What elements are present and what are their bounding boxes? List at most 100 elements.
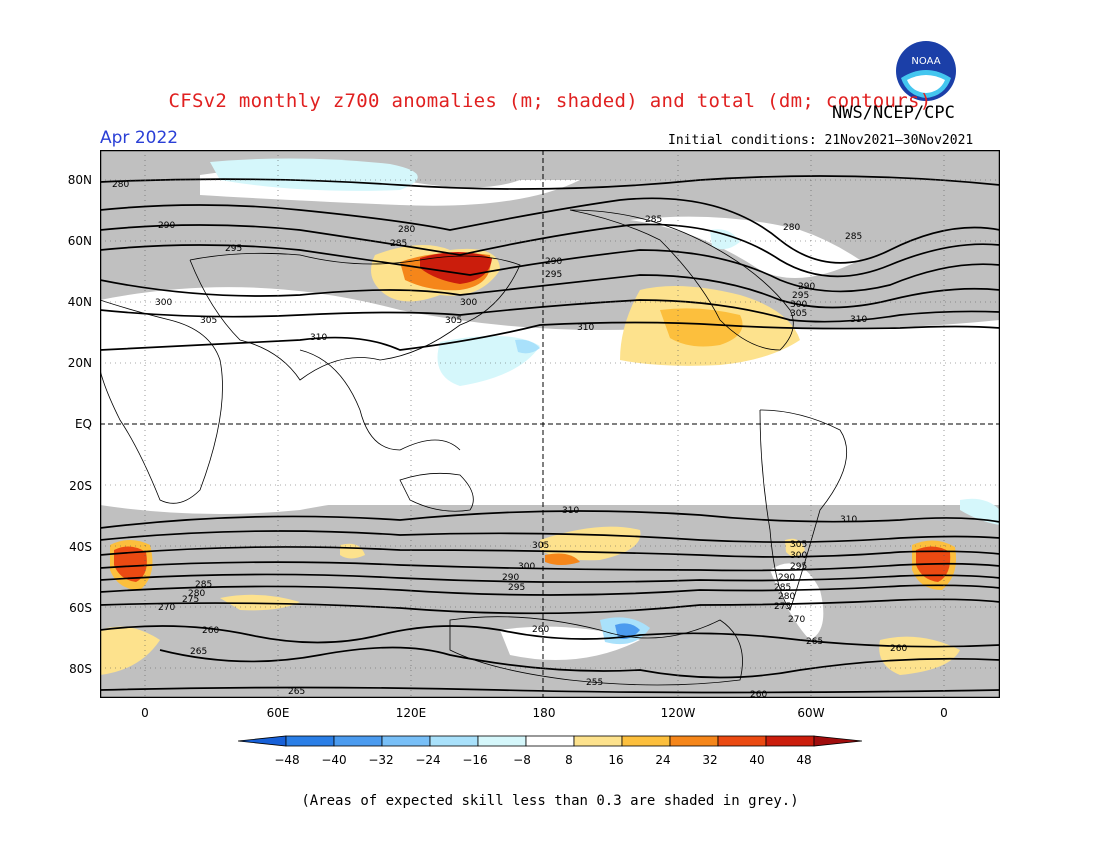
contour-label: 285 <box>390 239 407 249</box>
colorbar-bin <box>573 735 623 747</box>
colorbar-label: 48 <box>796 753 812 767</box>
contour-label: 260 <box>750 690 767 698</box>
contour-label: 260 <box>532 625 549 635</box>
graticule <box>100 150 1000 698</box>
contour-label: 300 <box>518 562 535 572</box>
contour-label: 280 <box>112 180 129 190</box>
contour-label: 280 <box>398 225 415 235</box>
contour-label: 285 <box>645 215 662 225</box>
lat-label: 60S <box>69 601 92 615</box>
contour-label: 310 <box>850 315 867 325</box>
contour-label: 310 <box>562 506 579 516</box>
contour-label: 295 <box>792 291 809 301</box>
colorbar-arrow-left <box>238 735 287 747</box>
colorbar-bin <box>429 735 479 747</box>
contour-label: 280 <box>778 592 795 602</box>
anomaly-map: 280 290 295 300 305 310 285 280 290 295 … <box>100 150 1000 698</box>
colorbar-bin <box>333 735 383 747</box>
lat-label: 80S <box>69 662 92 676</box>
colorbar-label: 40 <box>749 753 765 767</box>
contour-label: 305 <box>790 309 807 319</box>
noaa-logo: NOAA <box>896 41 956 101</box>
contour-label: 290 <box>158 221 175 231</box>
contour-label-group: 280 290 295 300 305 310 285 280 290 295 … <box>112 180 907 698</box>
lat-label: 20N <box>67 356 92 370</box>
lon-label: 120E <box>395 706 427 720</box>
contour-label: 300 <box>155 298 172 308</box>
colorbar <box>238 735 862 747</box>
lon-label: 120W <box>660 706 696 720</box>
height-contours <box>100 175 1000 694</box>
contour-label: 290 <box>502 573 519 583</box>
lat-label: 60N <box>67 234 92 248</box>
colorbar-bin <box>525 735 575 747</box>
colorbar-label: 16 <box>608 753 624 767</box>
initial-conditions: Initial conditions: 21Nov2021–30Nov2021 <box>668 133 974 148</box>
lat-label: EQ <box>74 417 92 431</box>
contour-label: 310 <box>577 323 594 333</box>
contour-label: 265 <box>806 637 823 647</box>
colorbar-bin <box>765 735 815 747</box>
contour-label: 295 <box>790 562 807 572</box>
colorbar-bin <box>381 735 431 747</box>
contour-label: 285 <box>195 580 212 590</box>
contour-label: 270 <box>158 603 175 613</box>
contour-label: 275 <box>774 602 791 612</box>
colorbar-bin <box>621 735 671 747</box>
contour-label: 270 <box>788 615 805 625</box>
contour-label: 295 <box>225 244 242 254</box>
contour-label: 260 <box>202 626 219 636</box>
lat-label: 40S <box>69 540 92 554</box>
map-title: CFSv2 monthly z700 anomalies (m; shaded)… <box>168 90 932 112</box>
colorbar-label: −48 <box>274 753 300 767</box>
contour-label: 310 <box>840 515 857 525</box>
colorbar-label: 8 <box>565 753 573 767</box>
lon-label: 0 <box>940 706 948 720</box>
coastlines <box>100 209 847 686</box>
colorbar-label: −32 <box>368 753 394 767</box>
lon-label: 0 <box>141 706 149 720</box>
contour-label: 255 <box>586 678 603 688</box>
contour-label: 300 <box>460 298 477 308</box>
colorbar-label: 32 <box>702 753 718 767</box>
colorbar-label: 24 <box>655 753 671 767</box>
contour-label: 305 <box>532 541 549 551</box>
contour-label: 305 <box>200 316 217 326</box>
lon-label: 60W <box>797 706 825 720</box>
colorbar-label: −40 <box>321 753 347 767</box>
colorbar-label: −8 <box>513 753 531 767</box>
colorbar-arrow-right <box>813 735 862 747</box>
contour-label: 290 <box>798 282 815 292</box>
contour-label: 285 <box>845 232 862 242</box>
skill-note: (Areas of expected skill less than 0.3 a… <box>301 793 799 809</box>
contour-label: 290 <box>778 573 795 583</box>
colorbar-bin <box>285 735 335 747</box>
contour-label: 295 <box>545 270 562 280</box>
contour-label: 305 <box>445 316 462 326</box>
agency-label: NWS/NCEP/CPC <box>832 103 955 123</box>
contour-label: 290 <box>545 257 562 267</box>
lat-label: 40N <box>67 295 92 309</box>
contour-label: 280 <box>783 223 800 233</box>
lon-label: 60E <box>266 706 290 720</box>
contour-label: 295 <box>508 583 525 593</box>
contour-label: 300 <box>790 551 807 561</box>
contour-label: 285 <box>774 583 791 593</box>
colorbar-label: −16 <box>462 753 488 767</box>
lon-label: 180 <box>532 706 556 720</box>
colorbar-label: −24 <box>415 753 441 767</box>
contour-label: 265 <box>288 687 305 697</box>
contour-label: 275 <box>182 595 199 605</box>
forecast-month: Apr 2022 <box>100 128 179 148</box>
colorbar-bin <box>669 735 719 747</box>
map-frame <box>100 150 1000 698</box>
colorbar-bin <box>477 735 527 747</box>
noaa-logo-text: NOAA <box>911 56 940 67</box>
contour-label: 310 <box>310 333 327 343</box>
colorbar-bin <box>717 735 767 747</box>
contour-label: 260 <box>890 644 907 654</box>
contour-label: 280 <box>188 589 205 599</box>
contour-label: 305 <box>790 540 807 550</box>
contour-label: 300 <box>790 300 807 310</box>
lat-label: 20S <box>69 479 92 493</box>
